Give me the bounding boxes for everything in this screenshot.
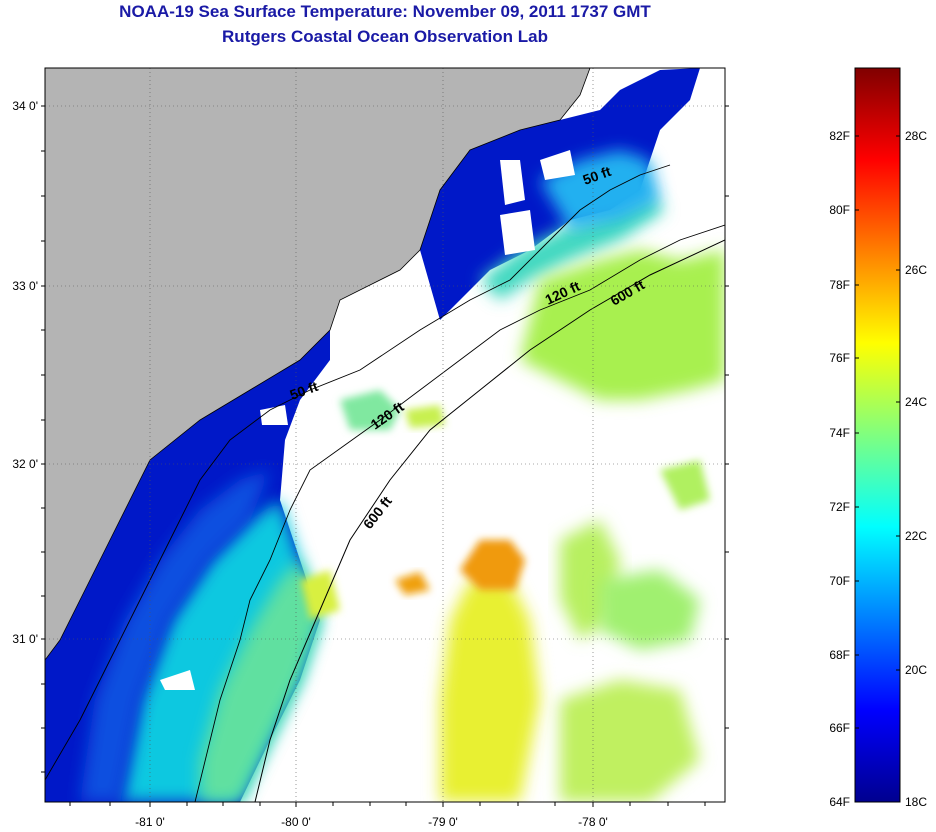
- axis-ticks: [41, 105, 729, 807]
- land-mass: [45, 68, 591, 661]
- colorbar-celsius-labels: 28C 26C 24C 22C 20C 18C: [905, 129, 927, 809]
- lon-label-78: -78 0': [578, 815, 608, 829]
- map-subtitle: Rutgers Coastal Ocean Observation Lab: [222, 27, 548, 46]
- colorbar-fahrenheit-labels: 82F 80F 78F 76F 74F 72F 70F 68F 66F 64F: [829, 129, 850, 809]
- contour-600ft-line: [254, 239, 725, 802]
- colorbar-c-label: 20C: [905, 663, 927, 677]
- lat-label-34: 34 0': [12, 99, 38, 113]
- lon-label-79: -79 0': [428, 815, 458, 829]
- colorbar-f-label: 80F: [829, 203, 850, 217]
- lat-label-31: 31 0': [12, 632, 38, 646]
- lat-label-32: 32 0': [12, 457, 38, 471]
- colorbar-f-label: 76F: [829, 351, 850, 365]
- colorbar-frame: [854, 67, 901, 803]
- colorbar-c-label: 24C: [905, 395, 927, 409]
- colorbar-f-label: 72F: [829, 500, 850, 514]
- colorbar-f-label: 78F: [829, 278, 850, 292]
- lon-label-80: -80 0': [281, 815, 311, 829]
- contour-120ft-line: [194, 224, 725, 802]
- lat-label-33: 33 0': [12, 279, 38, 293]
- colorbar-c-label: 26C: [905, 263, 927, 277]
- colorbar: [855, 68, 900, 802]
- colorbar-f-ticks: [855, 135, 859, 803]
- colorbar-f-label: 66F: [829, 721, 850, 735]
- map-frame: [44, 67, 726, 803]
- lon-label-81: -81 0': [135, 815, 165, 829]
- colorbar-f-label: 74F: [829, 426, 850, 440]
- colorbar-c-ticks: [896, 135, 900, 803]
- sst-field: [45, 68, 725, 802]
- colorbar-f-label: 82F: [829, 129, 850, 143]
- colorbar-f-label: 68F: [829, 648, 850, 662]
- map-title: NOAA-19 Sea Surface Temperature: Novembe…: [119, 2, 651, 21]
- colorbar-f-label: 64F: [829, 795, 850, 809]
- graticule: [45, 68, 725, 802]
- colorbar-c-label: 28C: [905, 129, 927, 143]
- colorbar-f-label: 70F: [829, 574, 850, 588]
- colorbar-c-label: 22C: [905, 529, 927, 543]
- contour-50ft-line: [45, 164, 671, 781]
- colorbar-c-label: 18C: [905, 795, 927, 809]
